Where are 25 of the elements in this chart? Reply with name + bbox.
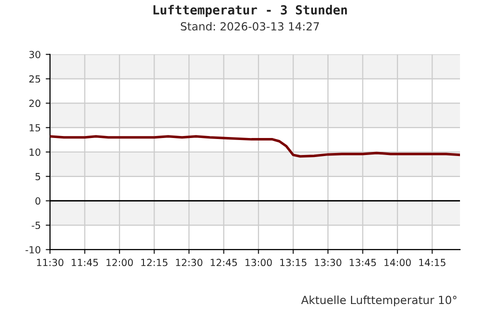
y-tick-label: 30	[29, 50, 40, 58]
line-series	[50, 135, 460, 158]
y-tick-label: 5	[36, 173, 40, 180]
y-tick-label: 20	[29, 100, 40, 108]
x-tick-label: 13:00	[246, 258, 272, 266]
y-tick-label: 10	[30, 148, 40, 156]
chart-subtitle: Stand: 2026-03-13 14:27	[180, 22, 319, 31]
x-tick-label: 12:15	[141, 258, 168, 266]
x-tick-label: 11:45	[72, 258, 98, 266]
y-tick-label: 15	[30, 124, 40, 132]
x-tick-label: 12:00	[106, 258, 133, 266]
x-tick-label: 13:30	[315, 258, 342, 266]
text: Aktuelle Lufttemperatur 10°	[301, 296, 456, 306]
x-tick-label: 12:30	[176, 258, 202, 266]
x-tick-label: 14:00	[384, 258, 411, 266]
y-tick-label: -10	[26, 246, 40, 254]
y-tick-label: -5	[32, 222, 40, 230]
chart-title: Lufttemperatur - 3 Stunden	[154, 4, 347, 17]
x-tick-label: 12:45	[210, 258, 237, 266]
x-tick-label: 11:30	[37, 258, 64, 266]
x-tick-label: 13:15	[280, 258, 306, 266]
y-tick-label: 0	[35, 197, 40, 205]
x-tick-label: 13:45	[350, 258, 376, 266]
x-tick-label: 14:15	[419, 258, 446, 266]
y-tick-label: 25	[29, 75, 40, 83]
